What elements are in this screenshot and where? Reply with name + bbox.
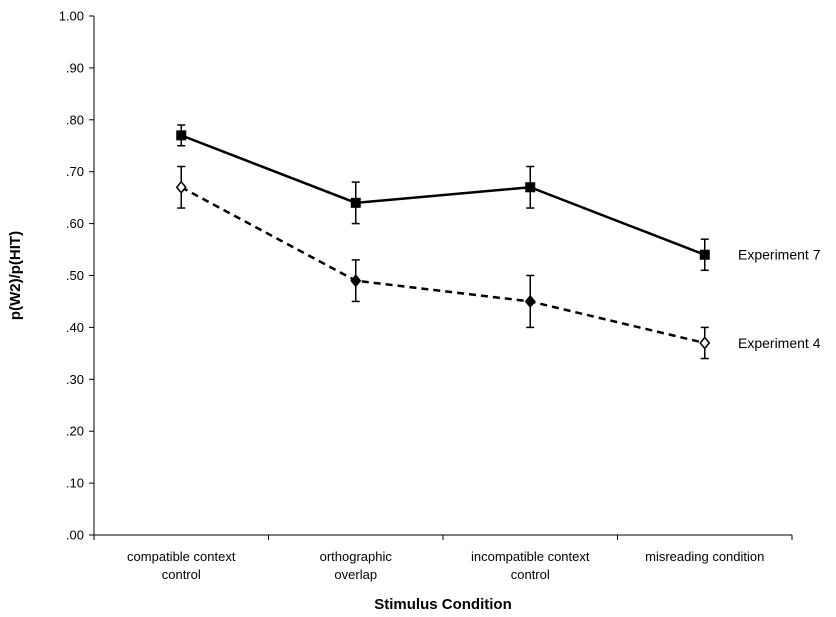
y-tick-label: .70: [66, 164, 84, 179]
data-point-diamond: [175, 180, 187, 194]
data-point-square: [525, 182, 536, 193]
x-category-label: misreading condition: [645, 549, 764, 564]
y-tick-label: .60: [66, 216, 84, 231]
y-tick-label: 1.00: [59, 9, 84, 24]
series-experiment-7: Experiment 7: [176, 124, 821, 272]
data-point-square: [699, 249, 710, 260]
series-line: [180, 186, 706, 345]
series-label: Experiment 7: [738, 247, 821, 263]
y-tick-label: .10: [66, 476, 84, 491]
y-tick-label: .30: [66, 372, 84, 387]
x-category-label-line: incompatible context: [471, 549, 590, 564]
series-label: Experiment 4: [738, 335, 821, 351]
data-point-diamond: [350, 274, 362, 288]
y-axis-ticks: 1.00 .90 .80 .70 .60 .50 .40 .30 .20 .10 .00: [59, 9, 94, 543]
y-tick-label: .90: [66, 60, 84, 75]
x-category-label-line: orthographic: [320, 549, 393, 564]
x-category-label-line: control: [162, 567, 201, 582]
x-category-label-line: misreading condition: [645, 549, 764, 564]
x-category-label: incompatible context control: [471, 549, 590, 582]
data-point-square: [176, 130, 187, 141]
data-point-diamond: [524, 294, 536, 309]
x-axis-title: Stimulus Condition: [374, 596, 511, 613]
x-category-label-line: overlap: [334, 567, 377, 582]
x-axis-categories: compatible context control orthographic ove…: [93, 535, 793, 582]
x-category-label-line: control: [511, 567, 550, 582]
data-point-diamond: [699, 336, 711, 350]
data-point-square: [350, 197, 361, 208]
y-tick-label: .20: [66, 424, 84, 439]
y-tick-label: .00: [66, 528, 84, 543]
series-layer: Experiment 7 Experiment 4: [175, 124, 821, 360]
series-line: [180, 134, 706, 256]
x-category-label: compatible context control: [127, 549, 236, 582]
y-tick-label: .80: [66, 112, 84, 127]
y-axis-title: p(W2)/p(HIT): [7, 231, 24, 320]
x-category-label-line: compatible context: [127, 549, 236, 564]
x-category-label: orthographic overlap: [320, 549, 393, 582]
y-tick-label: .40: [66, 320, 84, 335]
series-experiment-4: Experiment 4: [175, 165, 821, 360]
y-tick-label: .50: [66, 268, 84, 283]
